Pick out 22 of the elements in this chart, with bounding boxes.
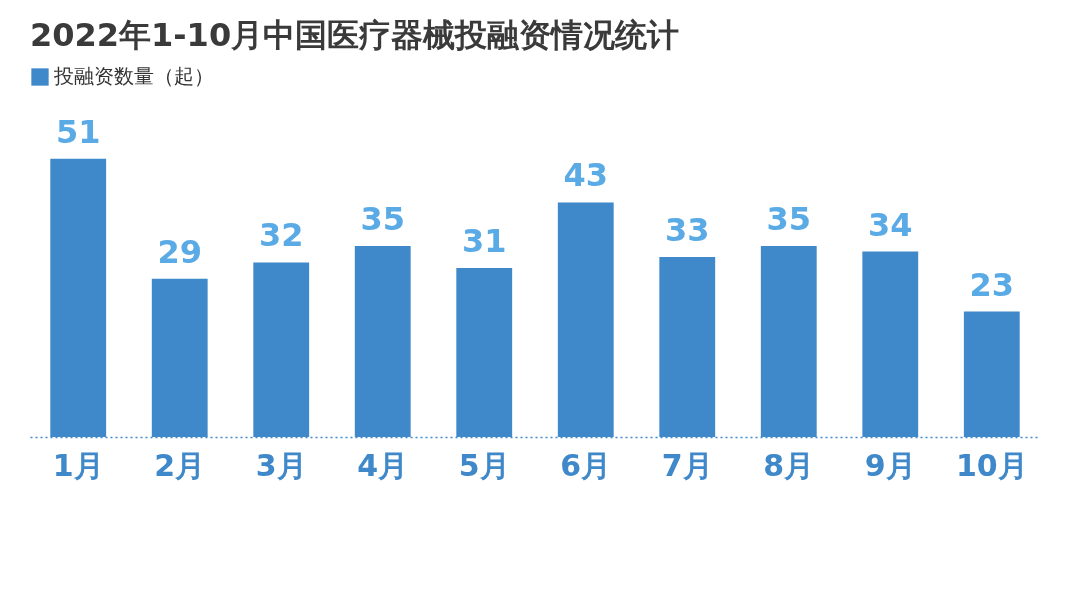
x-tick-label: 7月 xyxy=(661,447,713,483)
data-label: 35 xyxy=(360,200,405,239)
x-tick-label: 8月 xyxy=(763,447,815,483)
data-label: 35 xyxy=(766,200,812,239)
x-tick-label: 6月 xyxy=(560,447,612,483)
x-tick-label: 5月 xyxy=(458,447,510,483)
x-tick-label: 9月 xyxy=(864,447,916,483)
data-label: 32 xyxy=(258,216,304,255)
x-tick-label: 4月 xyxy=(357,447,409,483)
data-label: 43 xyxy=(563,156,609,195)
data-label: 51 xyxy=(55,112,101,151)
legend-label: 投融资数量（起） xyxy=(53,64,214,88)
x-tick-label: 2月 xyxy=(154,447,206,483)
data-label: 31 xyxy=(461,221,507,260)
data-label: 23 xyxy=(969,265,1015,304)
chart-title: 2022年1-10月中国医疗器械投融资情况统计 xyxy=(30,16,680,54)
x-tick-label: 3月 xyxy=(255,447,307,483)
x-tick-label: 10月 xyxy=(955,447,1028,483)
x-tick-label: 1月 xyxy=(52,447,104,483)
data-label: 33 xyxy=(665,211,710,249)
data-label: 29 xyxy=(157,232,202,271)
data-label: 34 xyxy=(868,205,913,244)
